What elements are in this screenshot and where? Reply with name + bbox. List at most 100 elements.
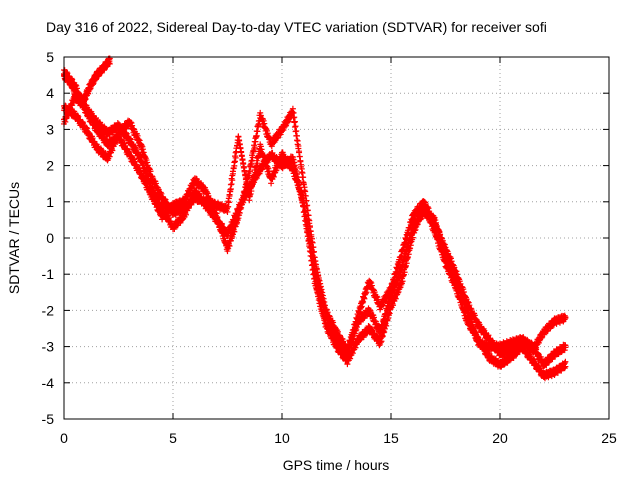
data-point bbox=[390, 302, 397, 309]
data-point bbox=[297, 158, 304, 165]
data-point bbox=[234, 219, 241, 226]
data-point bbox=[231, 158, 238, 165]
data-point bbox=[94, 124, 101, 131]
y-tick-label: 1 bbox=[46, 194, 54, 210]
data-point bbox=[213, 210, 220, 217]
data-point bbox=[283, 122, 290, 129]
data-point bbox=[247, 163, 254, 170]
data-point bbox=[360, 294, 367, 301]
data-point bbox=[152, 197, 159, 204]
data-point bbox=[284, 119, 291, 126]
data-point bbox=[277, 131, 284, 138]
data-point bbox=[93, 115, 100, 122]
data-point bbox=[289, 154, 296, 161]
data-point bbox=[377, 306, 384, 313]
data-point bbox=[90, 118, 97, 125]
data-point bbox=[290, 109, 297, 116]
data-point bbox=[364, 284, 371, 291]
data-point bbox=[165, 214, 172, 221]
data-point bbox=[268, 180, 275, 187]
data-point bbox=[293, 127, 300, 134]
data-point bbox=[276, 132, 283, 139]
data-point bbox=[344, 361, 351, 368]
data-point bbox=[368, 326, 375, 333]
data-point bbox=[98, 129, 105, 136]
data-point bbox=[291, 124, 298, 131]
data-point bbox=[246, 197, 253, 204]
data-point bbox=[561, 360, 568, 367]
data-point bbox=[268, 143, 275, 150]
data-point bbox=[291, 118, 298, 125]
data-point bbox=[242, 189, 249, 196]
data-point bbox=[352, 344, 359, 351]
data-point bbox=[221, 232, 228, 239]
data-point bbox=[293, 132, 300, 139]
data-point bbox=[296, 153, 303, 160]
data-point bbox=[562, 358, 569, 365]
data-point bbox=[385, 315, 392, 322]
data-point bbox=[84, 107, 91, 114]
data-point bbox=[228, 181, 235, 188]
data-point bbox=[248, 160, 255, 167]
x-tick-label: 0 bbox=[60, 430, 68, 446]
data-point bbox=[240, 159, 247, 166]
data-point bbox=[226, 242, 233, 249]
data-point bbox=[424, 203, 431, 210]
data-point bbox=[238, 201, 245, 208]
data-point bbox=[369, 327, 376, 334]
y-tick-label: -1 bbox=[42, 266, 55, 282]
data-point bbox=[137, 169, 144, 176]
data-point bbox=[290, 156, 297, 163]
data-point bbox=[62, 118, 69, 125]
data-point bbox=[131, 158, 138, 165]
data-point bbox=[291, 119, 298, 126]
x-tick-label: 15 bbox=[383, 430, 399, 446]
data-point bbox=[231, 228, 238, 235]
data-point bbox=[182, 211, 189, 218]
data-point bbox=[99, 130, 106, 137]
data-point bbox=[360, 298, 367, 305]
data-point bbox=[355, 309, 362, 316]
data-point bbox=[399, 278, 406, 285]
data-point bbox=[236, 210, 243, 217]
data-point bbox=[235, 215, 242, 222]
data-point bbox=[133, 145, 140, 152]
data-point bbox=[140, 173, 147, 180]
data-point bbox=[186, 190, 193, 197]
data-point bbox=[373, 293, 380, 300]
data-point bbox=[226, 191, 233, 198]
data-point bbox=[471, 312, 478, 319]
data-point bbox=[214, 213, 221, 220]
data-point bbox=[126, 148, 133, 155]
data-point bbox=[171, 226, 178, 233]
data-point bbox=[301, 187, 308, 194]
data-point bbox=[561, 364, 568, 371]
data-point bbox=[239, 156, 246, 163]
data-point bbox=[141, 174, 148, 181]
data-point bbox=[347, 355, 354, 362]
y-tick-label: -2 bbox=[42, 302, 55, 318]
data-point bbox=[365, 322, 372, 329]
data-point bbox=[249, 154, 256, 161]
data-point bbox=[358, 303, 365, 310]
data-point bbox=[127, 135, 134, 142]
data-point bbox=[359, 300, 366, 307]
data-point bbox=[235, 133, 242, 140]
data-point bbox=[292, 123, 299, 130]
data-point bbox=[237, 206, 244, 213]
data-point bbox=[298, 169, 305, 176]
data-point bbox=[425, 205, 432, 212]
data-point bbox=[189, 185, 196, 192]
data-point bbox=[294, 137, 301, 144]
data-point bbox=[296, 148, 303, 155]
y-tick-label: -4 bbox=[42, 375, 55, 391]
data-point bbox=[246, 168, 253, 175]
data-point bbox=[485, 332, 492, 339]
grid bbox=[64, 57, 609, 419]
y-axis-label: SDTVAR / TECUs bbox=[6, 182, 22, 294]
data-point bbox=[232, 149, 239, 156]
y-tick-label: 4 bbox=[46, 85, 54, 101]
data-point bbox=[378, 338, 385, 345]
data-point bbox=[142, 177, 149, 184]
